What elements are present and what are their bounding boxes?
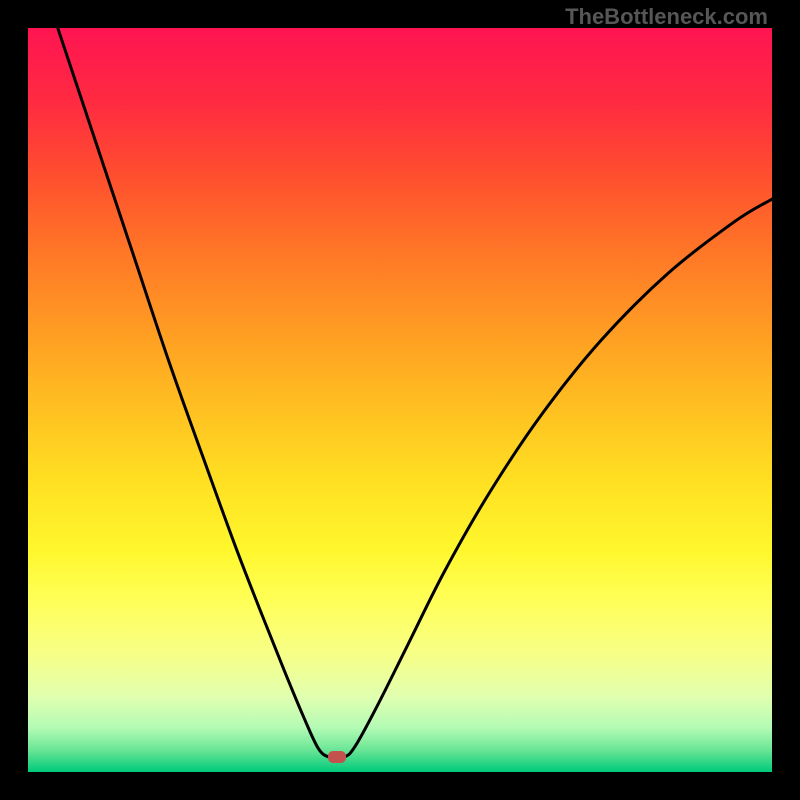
chart-container: TheBottleneck.com [0,0,800,800]
v-curve-path [58,28,772,758]
watermark-text: TheBottleneck.com [565,4,768,30]
curve-svg [28,28,772,772]
plot-area [28,28,772,772]
minimum-marker [328,751,346,763]
